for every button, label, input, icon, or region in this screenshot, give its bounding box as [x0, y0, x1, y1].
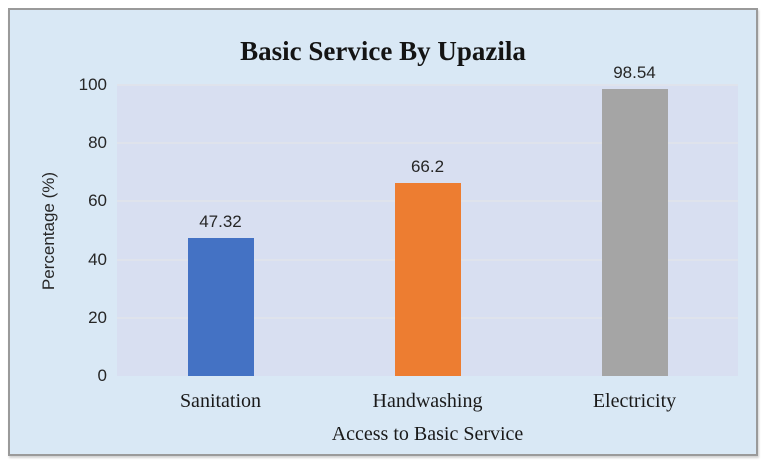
y-tick-label: 0 [97, 366, 107, 385]
bar-value-label: 47.32 [199, 212, 242, 232]
bar-sanitation [187, 238, 254, 376]
chart-frame: Basic Service By Upazila Percentage (%) … [8, 8, 758, 456]
y-tick-label: 20 [88, 307, 107, 327]
x-category-label: Electricity [592, 390, 677, 412]
bar-electricity [601, 89, 668, 376]
plot-area: 47.32 66.2 98.54 [117, 63, 738, 376]
gridline [117, 84, 738, 86]
bar-handwashing [394, 183, 461, 376]
y-tick-label: 100 [78, 75, 107, 94]
y-tick-label: 40 [88, 249, 107, 269]
chart-title: Basic Service By Upazila [240, 36, 526, 66]
y-axis-ticks: 0 20 40 60 80 100 [10, 75, 107, 385]
x-category-label: Sanitation [179, 390, 262, 412]
bar-value-label: 66.2 [410, 157, 445, 177]
bar-value-label: 98.54 [613, 63, 656, 83]
gridline [117, 142, 738, 145]
y-tick-label: 60 [88, 191, 107, 211]
y-tick-label: 80 [88, 133, 107, 153]
x-axis-title: Access to Basic Service [331, 423, 524, 445]
x-category-label: Handwashing [372, 390, 483, 412]
x-category-row: Sanitation Handwashing Electricity [117, 390, 738, 414]
